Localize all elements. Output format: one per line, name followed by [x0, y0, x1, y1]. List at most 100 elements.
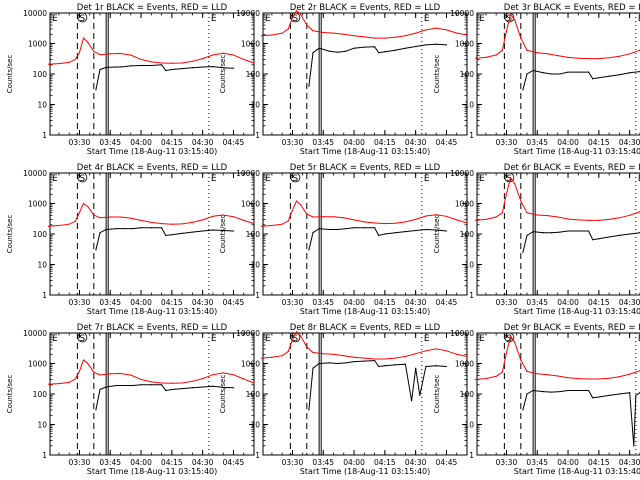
x-tick-label: 04:45 — [223, 298, 245, 307]
lld-point — [546, 374, 549, 376]
events-point — [345, 50, 347, 52]
lld-point — [68, 381, 70, 384]
x-tick-label: 03:45 — [99, 138, 121, 147]
events-point — [308, 409, 310, 411]
events-point — [435, 229, 437, 231]
lld-point — [598, 378, 600, 380]
lld-point — [78, 212, 81, 214]
events-point — [526, 234, 528, 236]
events-point — [522, 251, 524, 253]
lld-point — [353, 356, 355, 358]
lld-point — [82, 37, 85, 39]
panel-det-6: Det 6r BLACK = Events, RED = LLD 1 10 100 10… — [433, 163, 640, 316]
events-point — [165, 69, 167, 72]
y-tick-label: 1 — [42, 451, 47, 460]
lld-point — [140, 219, 142, 221]
lld-point — [74, 378, 76, 380]
events-series-line — [95, 64, 234, 90]
events-point — [119, 66, 122, 68]
lld-point — [232, 54, 235, 56]
lld-point — [99, 374, 101, 376]
lld-point — [93, 50, 95, 53]
peak-circle-marker — [77, 332, 88, 343]
lld-point — [130, 217, 132, 219]
events-series-line — [308, 227, 447, 251]
lld-point — [291, 17, 294, 19]
chart-title: Det 1r BLACK = Events, RED = LLD — [77, 3, 228, 13]
panel-det-7: Det 7r BLACK = Events, RED = LLD 1 10 100 10… — [6, 323, 255, 476]
events-point — [404, 230, 406, 233]
lld-point — [526, 49, 528, 51]
events-point — [165, 234, 167, 236]
lld-point — [99, 54, 101, 56]
end-label: E — [638, 174, 640, 184]
x-axis-label: Start Time (18-Aug-11 03:15:40) — [87, 467, 218, 476]
lld-point — [618, 376, 620, 378]
end-label: E — [211, 334, 217, 344]
lld-point — [567, 218, 569, 220]
events-point — [150, 64, 152, 67]
lld-point — [485, 56, 487, 59]
y-tick-label: 1 — [469, 291, 474, 300]
y-tick-label: 10 — [250, 101, 260, 110]
panel-det-1: Det 1r BLACK = Events, RED = LLD 1 10 100 10… — [6, 3, 255, 156]
events-point — [394, 364, 396, 366]
y-tick-label: 100 — [246, 230, 261, 239]
lld-point — [629, 53, 631, 55]
y-tick-label: 10 — [250, 261, 260, 270]
y-axis-label: Counts/sec — [6, 375, 14, 414]
x-tick-label: 03:45 — [99, 298, 121, 307]
events-point — [629, 392, 631, 394]
lld-point — [587, 378, 590, 380]
lld-point — [557, 55, 559, 57]
events-point — [629, 72, 631, 74]
lld-point — [160, 62, 163, 64]
events-point — [222, 67, 224, 69]
lld-point — [171, 62, 173, 64]
events-point — [191, 67, 193, 69]
events-point — [181, 388, 183, 390]
lld-point — [353, 219, 355, 221]
events-point — [633, 445, 635, 447]
events-point — [140, 384, 142, 386]
events-series-line — [522, 389, 640, 446]
lld-point — [253, 382, 255, 384]
events-point — [384, 233, 386, 235]
x-tick-label: 03:30 — [69, 138, 91, 147]
x-axis-label: Start Time (18-Aug-11 03:15:40) — [514, 307, 640, 316]
y-tick-label: 1 — [469, 131, 474, 140]
lld-point — [466, 222, 468, 224]
x-tick-label: 03:45 — [526, 138, 548, 147]
lld-point — [415, 353, 417, 355]
x-tick-label: 03:45 — [312, 138, 334, 147]
end-label: E — [424, 14, 430, 24]
start-label: E — [479, 14, 485, 24]
lld-point — [501, 371, 503, 373]
y-tick-label: 1000 — [455, 360, 474, 369]
lld-point — [466, 34, 468, 36]
events-series-line — [95, 227, 234, 251]
x-tick-label: 04:30 — [405, 458, 427, 467]
lld-point — [404, 355, 406, 358]
lld-point — [281, 355, 283, 357]
events-point — [522, 409, 524, 411]
y-tick-label: 100 — [33, 70, 48, 79]
events-point — [404, 363, 406, 365]
y-tick-label: 1000 — [28, 40, 47, 49]
events-point — [526, 393, 528, 395]
lld-point — [171, 382, 173, 384]
events-point — [124, 384, 126, 387]
lld-point — [300, 335, 302, 337]
events-point — [105, 386, 107, 388]
lld-point — [181, 62, 183, 64]
events-point — [629, 233, 631, 235]
lld-point — [281, 32, 283, 34]
lld-point — [306, 24, 308, 26]
x-tick-label: 04:30 — [619, 298, 640, 307]
y-tick-label: 1000 — [28, 200, 47, 209]
lld-point — [514, 341, 516, 343]
lld-point — [394, 357, 396, 359]
events-series-line — [522, 69, 640, 91]
lld-point — [485, 377, 487, 380]
x-axis-label: Start Time (18-Aug-11 03:15:40) — [87, 147, 218, 156]
